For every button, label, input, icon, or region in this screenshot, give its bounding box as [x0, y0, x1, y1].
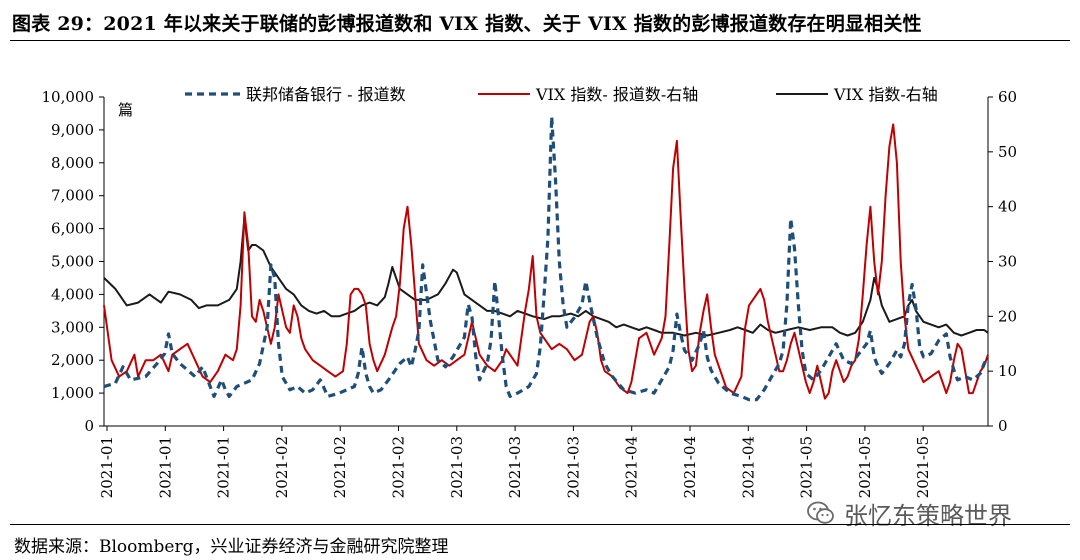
x-axis-tick-label: 2021-02: [390, 436, 408, 498]
x-axis-tick-label: 2021-03: [564, 436, 582, 498]
x-axis-tick-label: 2021-01: [215, 436, 233, 498]
left-axis-tick-label: 8,000: [51, 154, 94, 172]
left-axis-tick-label: 5,000: [51, 253, 94, 271]
left-axis-tick-label: 0: [84, 417, 94, 435]
left-axis-tick-label: 3,000: [51, 318, 94, 336]
source-note: 数据来源：Bloomberg，兴业证券经济与金融研究院整理: [14, 537, 449, 557]
watermark-text: 张忆东策略世界: [844, 501, 1012, 530]
left-axis-tick-label: 6,000: [51, 220, 94, 238]
x-axis-tick-label: 2021-02: [273, 436, 291, 498]
wechat-icon: [807, 501, 834, 524]
left-axis-tick-label: 9,000: [51, 121, 94, 139]
x-axis-tick-label: 2021-04: [623, 436, 641, 498]
legend-label-1: VIX 指数- 报道数-右轴: [535, 85, 698, 104]
x-axis-tick-label: 2021-03: [506, 436, 524, 498]
legend-label-0: 联邦储备银行 - 报道数: [246, 85, 406, 104]
right-axis-tick-label: 10: [998, 362, 1017, 380]
left-axis-unit-label: 篇: [118, 101, 133, 119]
x-axis-tick-label: 2021-03: [448, 436, 466, 498]
figure-title: 图表 29：2021 年以来关于联储的彭博报道数和 VIX 指数、关于 VIX …: [12, 13, 922, 35]
series-line-1: [103, 123, 989, 400]
left-axis-tick-label: 2,000: [51, 351, 94, 369]
title-rule: [10, 40, 1070, 41]
series-line-0: [103, 115, 990, 402]
right-axis-tick-label: 50: [998, 143, 1017, 161]
left-axis-tick-label: 4,000: [51, 285, 94, 303]
right-axis-tick-label: 0: [998, 417, 1008, 435]
x-axis-tick-label: 2021-04: [681, 436, 699, 498]
x-axis-tick-label: 2021-05: [856, 436, 874, 498]
left-axis-tick-label: 10,000: [42, 88, 95, 106]
x-axis-tick-label: 2021-05: [798, 436, 816, 498]
source-rule: [10, 524, 1070, 525]
x-axis-tick-label: 2021-01: [156, 436, 174, 498]
right-axis-tick-label: 30: [998, 253, 1017, 271]
x-axis-tick-label: 2021-04: [739, 436, 757, 498]
right-axis-tick-label: 40: [998, 198, 1017, 216]
x-axis-tick-label: 2021-01: [98, 436, 116, 498]
left-axis-tick-label: 1,000: [51, 384, 94, 402]
x-axis-tick-label: 2021-02: [331, 436, 349, 498]
right-axis-tick-label: 20: [998, 307, 1017, 325]
left-axis-tick-label: 7,000: [51, 187, 94, 205]
series-line-2: [103, 216, 989, 337]
legend-label-2: VIX 指数-右轴: [833, 85, 938, 104]
line-chart: 0 1,000 2,000 3,000 4,000 5,000 6,000 7,000 8,00…: [42, 85, 1018, 498]
x-axis-tick-label: 2021-05: [914, 436, 932, 498]
right-axis-tick-label: 60: [998, 88, 1017, 106]
